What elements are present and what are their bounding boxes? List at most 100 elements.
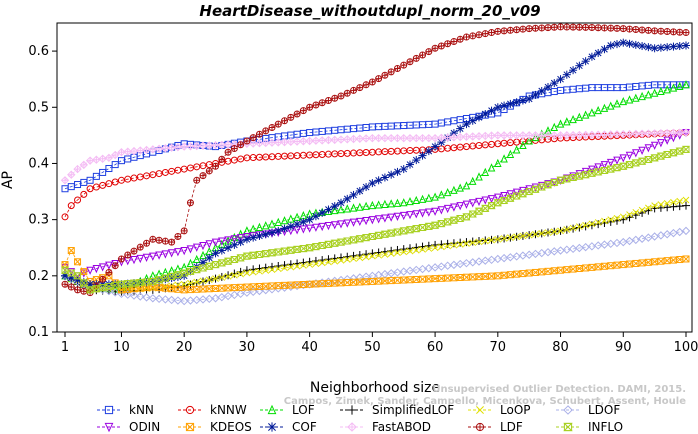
data-point: [368, 179, 377, 188]
data-point: [355, 134, 365, 143]
data-point: [575, 223, 584, 232]
data-point: [612, 164, 622, 172]
data-point: [79, 160, 89, 170]
watermark-line-2: Campos, Zimek, Sander, Campello, Micenko…: [284, 396, 686, 407]
data-point: [645, 204, 652, 212]
data-point: [663, 28, 671, 36]
data-point: [524, 188, 534, 196]
data-point: [237, 283, 245, 291]
data-point: [343, 256, 351, 263]
data-point: [167, 143, 176, 152]
data-point: [155, 251, 163, 260]
data-point: [543, 131, 553, 140]
data-point: [256, 267, 263, 275]
data-point: [637, 157, 647, 165]
data-point: [481, 237, 489, 245]
data-point: [362, 81, 370, 89]
data-point: [292, 137, 302, 146]
data-point: [625, 151, 634, 161]
data-point: [337, 257, 345, 264]
data-point: [681, 226, 691, 236]
data-point: [300, 262, 307, 269]
data-point: [581, 222, 590, 231]
data-point: [211, 140, 220, 150]
data-point: [563, 117, 571, 126]
data-point: [588, 165, 596, 174]
data-point: [387, 213, 395, 222]
data-point: [512, 98, 521, 107]
data-point: [462, 181, 471, 190]
data-point: [518, 190, 528, 198]
x-tick-label: 90: [615, 340, 632, 355]
data-point: [581, 242, 590, 252]
plot-frame: [56, 22, 693, 333]
data-point: [669, 42, 678, 51]
data-point: [305, 244, 314, 252]
data-point: [92, 183, 100, 191]
data-point: [562, 245, 572, 254]
data-point: [518, 251, 528, 260]
data-point: [249, 233, 258, 242]
data-point: [513, 270, 521, 278]
data-point: [330, 205, 339, 215]
data-point: [544, 24, 552, 32]
data-point: [230, 235, 239, 244]
data-point: [681, 128, 691, 137]
data-point: [513, 26, 521, 34]
data-point: [593, 241, 603, 250]
data-point: [387, 170, 396, 179]
data-point: [347, 405, 357, 415]
data-point: [613, 156, 621, 165]
data-point: [174, 285, 182, 293]
data-point: [662, 150, 672, 158]
data-point: [130, 247, 138, 255]
data-point: [657, 86, 665, 96]
data-point: [262, 282, 270, 290]
data-point: [431, 207, 439, 216]
data-point: [67, 283, 75, 291]
data-point: [468, 132, 477, 141]
data-point: [682, 80, 690, 89]
data-point: [375, 75, 383, 83]
data-point: [594, 163, 602, 172]
data-point: [374, 200, 383, 209]
data-point: [224, 236, 232, 245]
x-axis-label: Neighborhood size: [310, 380, 440, 396]
data-point: [393, 212, 402, 221]
data-point: [481, 256, 490, 265]
data-point: [450, 241, 458, 249]
data-point: [387, 199, 395, 208]
data-point: [136, 146, 145, 155]
data-point: [399, 198, 408, 207]
data-point: [644, 90, 653, 99]
series-layer: [60, 23, 691, 306]
data-point: [99, 168, 107, 176]
data-point: [286, 137, 296, 147]
legend-item-kdeos: KDEOS: [178, 420, 252, 434]
data-point: [682, 41, 690, 50]
data-point: [587, 169, 597, 177]
data-point: [205, 167, 213, 175]
data-point: [168, 285, 176, 293]
data-point: [412, 54, 420, 62]
data-point: [368, 271, 377, 281]
data-point: [193, 278, 201, 286]
legend-label: SimplifiedLOF: [372, 403, 454, 417]
data-point: [80, 287, 88, 295]
data-point: [349, 218, 358, 227]
data-point: [563, 226, 571, 233]
data-point: [324, 135, 333, 145]
data-point: [99, 275, 107, 283]
data-point: [186, 199, 194, 207]
data-point: [594, 220, 603, 229]
data-point: [280, 283, 289, 292]
data-point: [330, 221, 339, 230]
data-point: [499, 253, 509, 263]
data-point: [524, 131, 534, 140]
data-point: [412, 275, 420, 283]
data-point: [104, 422, 114, 433]
data-point: [399, 133, 408, 143]
x-tick-label: 1: [61, 340, 69, 355]
data-point: [400, 61, 408, 69]
data-point: [306, 103, 314, 111]
